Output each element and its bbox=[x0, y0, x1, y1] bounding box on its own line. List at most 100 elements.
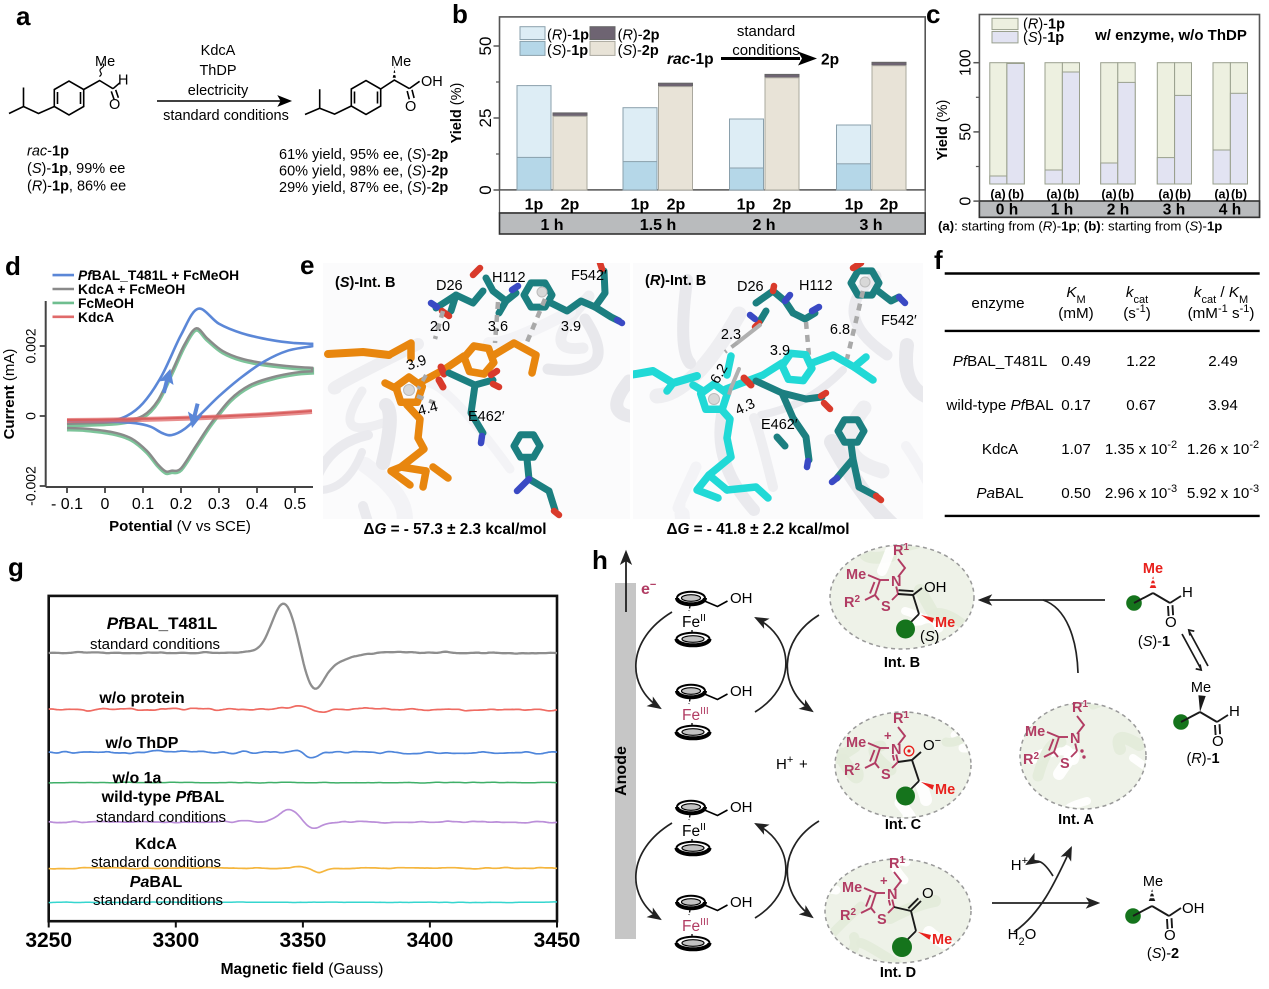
svg-text:2 h: 2 h bbox=[752, 217, 775, 234]
svg-text:29% yield, 87% ee, (S)-2p: 29% yield, 87% ee, (S)-2p bbox=[279, 180, 448, 196]
svg-text:N: N bbox=[1070, 731, 1080, 747]
svg-text:3300: 3300 bbox=[152, 929, 199, 952]
svg-text:OH: OH bbox=[1182, 900, 1205, 917]
svg-text:0: 0 bbox=[958, 197, 975, 206]
svg-text:(b): (b) bbox=[1231, 187, 1247, 201]
svg-text:3.94: 3.94 bbox=[1208, 397, 1238, 414]
svg-text:(b): (b) bbox=[1175, 187, 1191, 201]
svg-text:standard conditions: standard conditions bbox=[163, 108, 289, 124]
svg-text:rac-1p: rac-1p bbox=[27, 144, 69, 160]
svg-text:ΔG = - 41.8 ± 2.2 kcal/mol: ΔG = - 41.8 ± 2.2 kcal/mol bbox=[666, 521, 849, 538]
svg-text:N: N bbox=[891, 742, 901, 758]
svg-text:2p: 2p bbox=[667, 197, 686, 214]
svg-text:(S)-1p, 99% ee: (S)-1p, 99% ee bbox=[27, 161, 125, 177]
svg-text:2.3: 2.3 bbox=[721, 327, 741, 343]
svg-text:H: H bbox=[1182, 584, 1193, 601]
svg-text:E462′: E462′ bbox=[468, 409, 505, 425]
svg-text:OH: OH bbox=[730, 683, 753, 700]
svg-text:S: S bbox=[881, 767, 891, 783]
svg-text:(R)-1p: (R)-1p bbox=[547, 28, 589, 44]
svg-text:Anode: Anode bbox=[613, 746, 630, 796]
svg-text:PfBAL_T481L: PfBAL_T481L bbox=[953, 353, 1048, 370]
svg-text:Me: Me bbox=[846, 567, 866, 583]
svg-text:enzyme: enzyme bbox=[971, 295, 1024, 312]
svg-text:Int. B: Int. B bbox=[884, 655, 920, 671]
svg-text:(b): (b) bbox=[1118, 187, 1134, 201]
svg-text:Me: Me bbox=[95, 54, 115, 70]
svg-text:ThDP: ThDP bbox=[199, 63, 236, 79]
svg-text:(R)-2p: (R)-2p bbox=[618, 28, 660, 44]
svg-text:OH: OH bbox=[924, 579, 947, 596]
svg-text:conditions: conditions bbox=[732, 42, 800, 59]
svg-text:(b): (b) bbox=[1063, 187, 1079, 201]
svg-text:PfBAL_T481L: PfBAL_T481L bbox=[107, 614, 218, 633]
svg-text:0.3: 0.3 bbox=[208, 496, 230, 513]
svg-text:KdcA: KdcA bbox=[201, 43, 236, 59]
svg-text:H: H bbox=[118, 73, 128, 89]
svg-text:5.92 x 10-3: 5.92 x 10-3 bbox=[1187, 483, 1259, 502]
svg-text:w/ enzyme, w/o ThDP: w/ enzyme, w/o ThDP bbox=[1094, 27, 1247, 44]
svg-text:0: 0 bbox=[476, 185, 495, 194]
svg-text:OH: OH bbox=[730, 799, 753, 816]
svg-text:(mM): (mM) bbox=[1058, 305, 1093, 322]
svg-text:S: S bbox=[1060, 756, 1070, 772]
svg-text:w/o ThDP: w/o ThDP bbox=[105, 735, 179, 752]
svg-text:H+: H+ bbox=[1011, 855, 1028, 874]
svg-text:N: N bbox=[887, 887, 897, 903]
svg-text:OH: OH bbox=[730, 590, 753, 607]
svg-text:Yield (%): Yield (%) bbox=[449, 83, 465, 144]
svg-text:Me: Me bbox=[1143, 874, 1163, 890]
svg-text:(a): (a) bbox=[1158, 187, 1173, 201]
svg-text:O: O bbox=[1165, 614, 1177, 631]
svg-text:FeII: FeII bbox=[682, 821, 706, 840]
svg-text:1 h: 1 h bbox=[540, 217, 563, 234]
svg-text:4.4: 4.4 bbox=[416, 399, 440, 420]
svg-text:N: N bbox=[891, 574, 901, 590]
svg-text:3250: 3250 bbox=[25, 929, 72, 952]
svg-text:- 0.1: - 0.1 bbox=[51, 496, 83, 513]
svg-text:2.49: 2.49 bbox=[1208, 353, 1238, 370]
svg-text:S: S bbox=[877, 912, 887, 928]
svg-text:1p: 1p bbox=[737, 197, 756, 214]
svg-text:1p: 1p bbox=[845, 197, 864, 214]
svg-text:0.1: 0.1 bbox=[132, 496, 154, 513]
svg-text:FeII: FeII bbox=[682, 612, 706, 631]
svg-text:+: + bbox=[880, 873, 888, 888]
svg-text:3.6: 3.6 bbox=[488, 319, 508, 335]
svg-text:(a): starting from (R)-1p; (b): (a): starting from (R)-1p; (b): starting… bbox=[938, 219, 1222, 234]
svg-text:1 h: 1 h bbox=[1051, 202, 1073, 219]
svg-text:4.3: 4.3 bbox=[733, 396, 758, 419]
svg-text:(S): (S) bbox=[920, 629, 939, 645]
svg-text:Me: Me bbox=[1143, 561, 1163, 577]
svg-text:(R)-1p: (R)-1p bbox=[1023, 17, 1065, 33]
svg-text:KdcA: KdcA bbox=[78, 310, 114, 325]
svg-text:Me: Me bbox=[1025, 724, 1045, 740]
svg-text:6.8: 6.8 bbox=[830, 322, 850, 338]
svg-text:(a): (a) bbox=[1214, 187, 1229, 201]
svg-text:Me: Me bbox=[935, 782, 955, 798]
svg-text:wild-type PfBAL: wild-type PfBAL bbox=[101, 789, 225, 806]
svg-text:D26: D26 bbox=[737, 279, 764, 295]
svg-text:4 h: 4 h bbox=[1219, 202, 1241, 219]
svg-text:Me: Me bbox=[935, 615, 955, 631]
svg-text:3400: 3400 bbox=[407, 929, 454, 952]
svg-text:kcat: kcat bbox=[1126, 284, 1148, 306]
svg-text:Yield (%): Yield (%) bbox=[935, 100, 951, 161]
svg-text:+: + bbox=[799, 756, 808, 773]
svg-text:OH: OH bbox=[730, 894, 753, 911]
svg-text:(a): (a) bbox=[990, 187, 1005, 201]
svg-text:wild-type PfBAL: wild-type PfBAL bbox=[945, 397, 1053, 414]
svg-text:FcMeOH: FcMeOH bbox=[78, 296, 134, 311]
svg-text:3 h: 3 h bbox=[859, 217, 882, 234]
svg-text:(a): (a) bbox=[1046, 187, 1061, 201]
svg-text:PaBAL: PaBAL bbox=[130, 874, 183, 891]
svg-text:O: O bbox=[109, 97, 120, 113]
svg-text:standard conditions: standard conditions bbox=[90, 636, 220, 653]
svg-text:rac-1p: rac-1p bbox=[667, 51, 714, 68]
svg-text:PaBAL: PaBAL bbox=[976, 485, 1023, 502]
svg-text:KdcA: KdcA bbox=[982, 441, 1019, 458]
svg-text:Current (mA): Current (mA) bbox=[1, 349, 18, 440]
svg-text:1p: 1p bbox=[631, 197, 650, 214]
svg-text:1.22: 1.22 bbox=[1126, 353, 1156, 370]
svg-text:Int. A: Int. A bbox=[1058, 812, 1094, 828]
